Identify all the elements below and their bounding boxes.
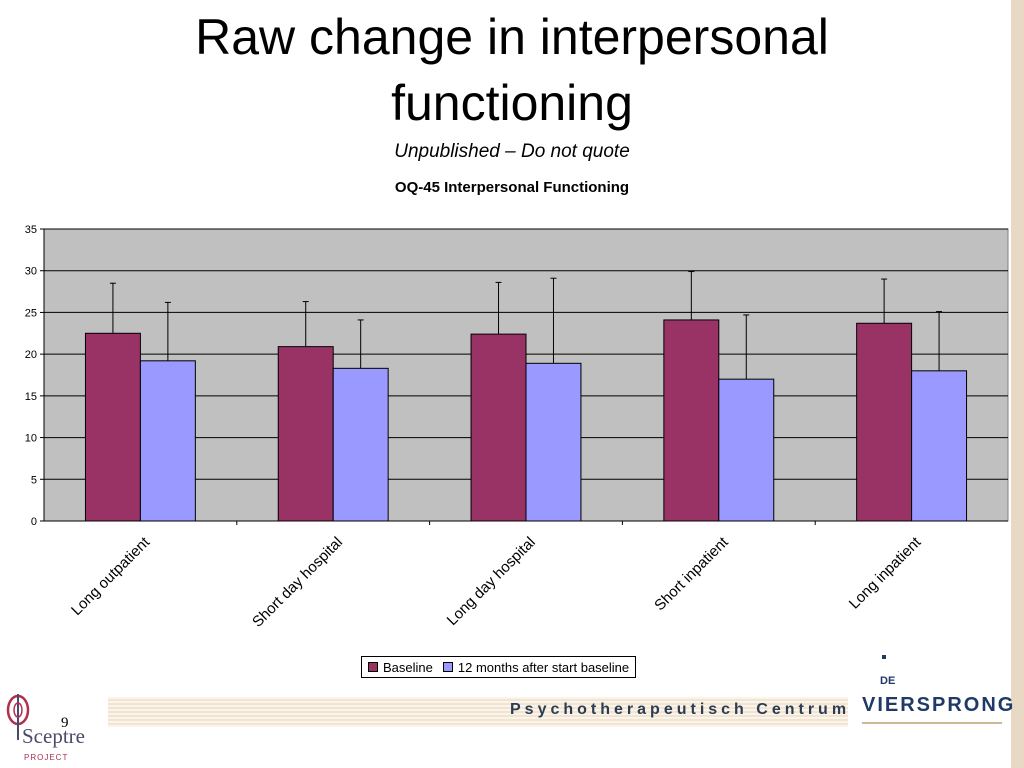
bar-baseline [856, 322, 913, 522]
x-tick-label: Short inpatient [651, 533, 732, 614]
y-tick-label: 20 [25, 349, 37, 361]
footer-banner-text: Psychotherapeutisch Centrum [510, 701, 851, 718]
x-tick-label: Long outpatient [68, 533, 154, 619]
sceptre-emblem-icon [6, 694, 30, 740]
bar-chart: OQ-45 Interpersonal Functioning 0 5 10 15 20… [25, 179, 1009, 631]
page-number: 9 [61, 715, 69, 731]
bar-baseline [663, 319, 720, 522]
footer-banner [108, 697, 848, 727]
bar-baseline [470, 333, 527, 522]
chart-title: OQ-45 Interpersonal Functioning [395, 179, 629, 196]
vierspong-logo: DE VIERSPRONG [856, 652, 1013, 768]
bar-12-months [911, 370, 968, 522]
legend-item-baseline: Baseline [368, 660, 433, 675]
bar-baseline [277, 346, 334, 522]
sceptre-logo-text: Sceptre [22, 724, 85, 748]
vierspong-logo-name: VIERSPRONG [862, 694, 1016, 716]
bars [84, 271, 968, 522]
legend-swatch-baseline [368, 662, 378, 672]
slide-title-line-1: Raw change in interpersonal [195, 9, 829, 65]
slide-right-stripe [1011, 0, 1024, 768]
x-tick-label: Long day hospital [444, 534, 539, 629]
vierspong-logo-prefix: DE [880, 675, 896, 687]
y-tick-label: 25 [25, 307, 37, 319]
chart-legend: Baseline 12 months after start baseline [361, 656, 637, 678]
x-tick-label: Long inpatient [846, 533, 925, 612]
bar-12-months [718, 378, 775, 522]
legend-item-12-months: 12 months after start baseline [442, 659, 630, 675]
bar-12-months [525, 362, 582, 522]
y-tick-label: 10 [25, 433, 37, 445]
legend-swatch-12-months [442, 662, 453, 672]
vierspong-dot-icon [882, 655, 886, 659]
bar-12-months [332, 367, 389, 522]
y-tick-label: 0 [31, 516, 37, 528]
y-tick-label: 15 [25, 391, 37, 403]
sceptre-logo: Sceptre PROJECT [2, 690, 108, 766]
slide-title-line-2: functioning [391, 75, 633, 131]
y-tick-label: 5 [31, 474, 37, 486]
bar-12-months [139, 360, 196, 522]
x-tick-label: Short day hospital [249, 534, 346, 631]
bar-baseline [84, 332, 141, 522]
y-tick-label: 30 [25, 266, 37, 278]
sceptre-logo-subtext: PROJECT [24, 753, 69, 762]
y-tick-label: 35 [25, 224, 37, 236]
legend-label-12-months: 12 months after start baseline [457, 659, 630, 675]
legend-label-baseline: Baseline [383, 659, 433, 675]
vierspong-underline [862, 722, 1002, 724]
slide-subtitle: Unpublished – Do not quote [394, 141, 630, 162]
slide-title: Raw change in interpersonal functioning [0, 4, 1024, 136]
